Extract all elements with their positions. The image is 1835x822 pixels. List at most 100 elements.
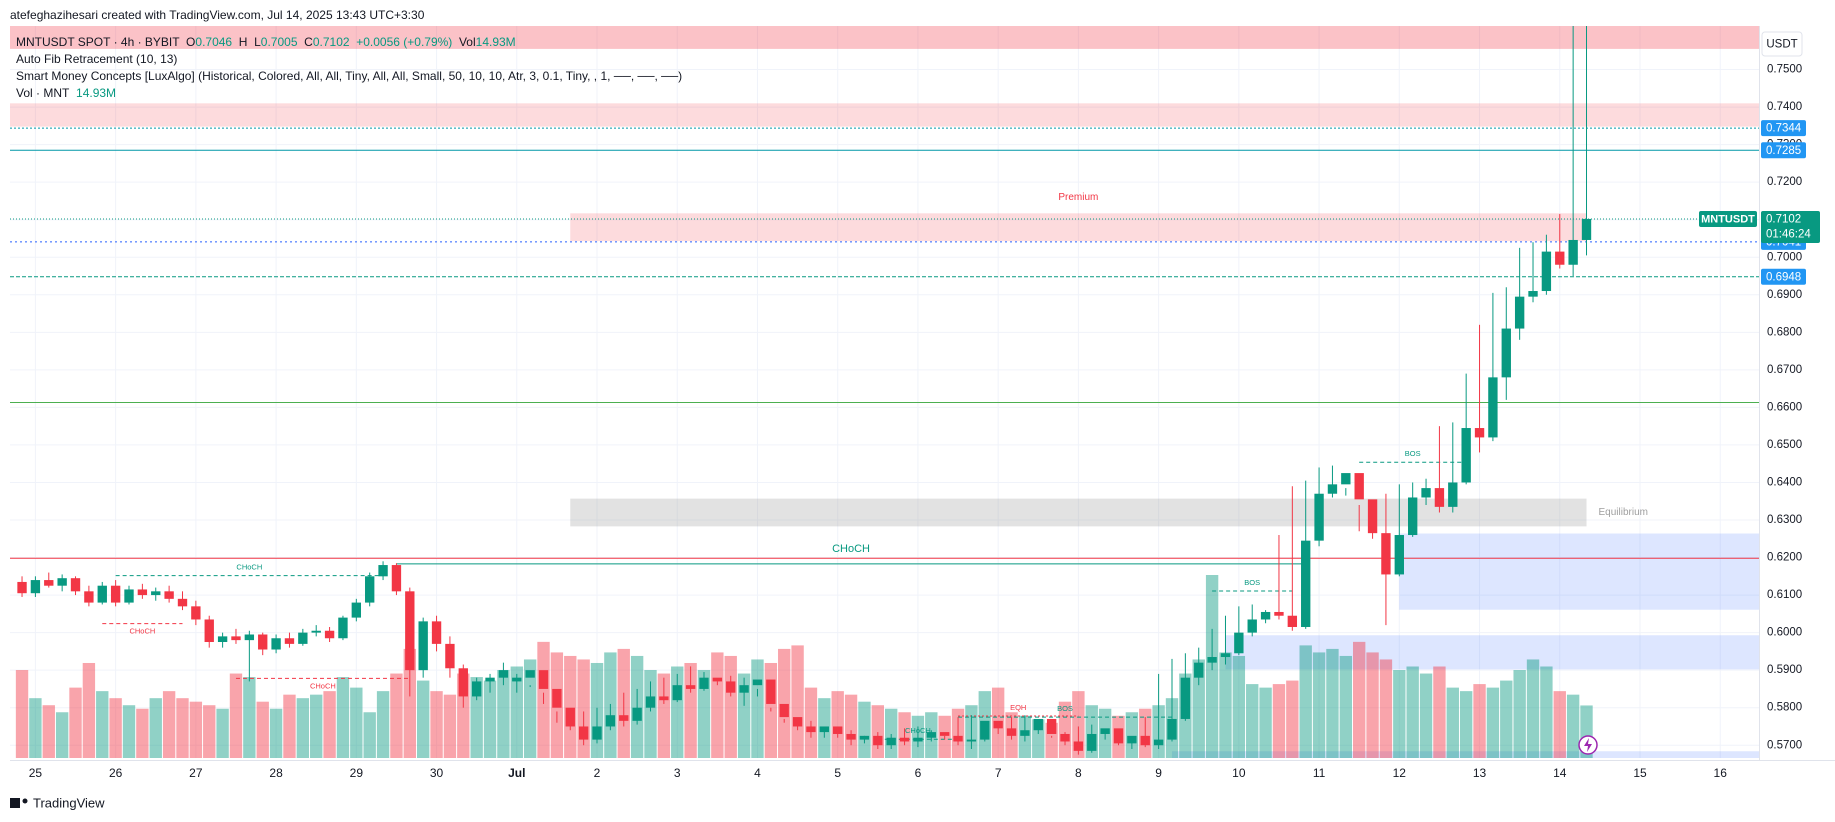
candle-body (1087, 733, 1097, 751)
currency-box[interactable] (1761, 31, 1803, 57)
symbol-tag: MNTUSDT (1701, 213, 1755, 225)
legend-key: H (238, 35, 248, 49)
volume-bar (711, 652, 724, 758)
logo-dot (22, 798, 28, 804)
volume-bar (296, 698, 310, 758)
zone (570, 213, 1587, 242)
volume-bar (724, 655, 737, 758)
candle-body (1381, 533, 1391, 575)
candle-body (177, 598, 188, 607)
candle-body (1220, 653, 1231, 658)
candle-body (271, 638, 281, 650)
candle-body (1046, 718, 1057, 734)
candle-body (1461, 428, 1471, 483)
candle-body (1541, 251, 1552, 292)
x-tick-label: 2 (594, 766, 601, 780)
zone-label: Premium (1058, 192, 1098, 203)
candle-body (1194, 662, 1204, 678)
indicator[interactable]: Smart Money Concepts [LuxAlgo] (Historic… (16, 69, 683, 83)
volume-legend: Vol · MNT 14.93M (16, 86, 116, 100)
zone (570, 498, 1587, 527)
volume-bar (1366, 652, 1379, 758)
volume-bar (15, 670, 29, 758)
candle-body (1167, 718, 1177, 740)
y-tick-label: 0.5800 (1767, 702, 1802, 714)
volume-bar (483, 680, 497, 758)
candle-body (739, 685, 749, 693)
candle-body (645, 696, 656, 708)
x-tick-label: 12 (1393, 766, 1407, 780)
y-tick-label: 0.7000 (1767, 251, 1802, 263)
volume-bar (1406, 666, 1419, 758)
logo-mark (10, 798, 20, 808)
candle-body (806, 726, 816, 733)
legend-value: 0.7046 (195, 35, 233, 49)
candle-body (164, 591, 174, 599)
y-tick-label: 0.6600 (1767, 401, 1802, 413)
x-tick-label: 27 (189, 766, 203, 780)
candle-body (405, 591, 415, 671)
candle-body (445, 643, 455, 669)
structure-label: EQH (1010, 703, 1026, 712)
candle-body (378, 565, 388, 577)
volume-bar (1500, 680, 1513, 758)
volume-bar (564, 655, 577, 758)
candle-body (1394, 535, 1404, 575)
volume-bar (55, 712, 69, 758)
volume-bar (416, 680, 430, 758)
candle-body (899, 737, 910, 742)
volume-bar (136, 708, 149, 758)
structure-label: BOS (1057, 704, 1073, 713)
candle-body (685, 685, 696, 689)
currency: USDT (1766, 39, 1797, 51)
legend-key: Vol (458, 35, 476, 49)
countdown: 01:46:24 (1766, 228, 1811, 240)
x-tick-label: 11 (1313, 766, 1326, 780)
candle-body (1180, 677, 1191, 719)
x-tick-label: 5 (834, 766, 841, 780)
volume-bar (350, 687, 363, 758)
candle-body (1020, 730, 1030, 736)
volume-bar (1526, 659, 1540, 758)
volume-bar (269, 708, 283, 758)
y-tick-label: 0.6300 (1767, 514, 1802, 526)
candle-body (1006, 728, 1017, 736)
volume-bar (336, 677, 350, 758)
candle-body (712, 677, 723, 682)
volume-bar (403, 648, 416, 758)
volume-bar (737, 673, 751, 758)
volume-bar (644, 670, 657, 758)
volume-bar (176, 698, 189, 758)
candle-body (110, 585, 121, 603)
volume-bar (443, 694, 457, 758)
x-tick-label: Jul (508, 766, 525, 780)
volume-bar (1058, 701, 1072, 758)
candle-body (418, 621, 428, 671)
candle-body (1033, 718, 1043, 731)
candle-body (97, 585, 107, 603)
indicator[interactable]: Vol · MNT (16, 86, 70, 100)
volume-bar (149, 698, 162, 758)
volume-bar (1566, 694, 1580, 758)
x-tick-label: 10 (1232, 766, 1246, 780)
candle-body (1367, 499, 1378, 534)
candle-body (1514, 296, 1525, 329)
structure-label: BOS (1405, 449, 1421, 458)
candle-body (1113, 728, 1124, 744)
candle-body (391, 565, 402, 592)
candle-body (659, 696, 669, 701)
volume-bar (323, 691, 336, 758)
price-label-box (1761, 142, 1806, 159)
volume-bar (1419, 673, 1433, 758)
volume-bar (1353, 641, 1366, 758)
zone (10, 103, 1759, 127)
indicator[interactable]: Auto Fib Retracement (10, 13) (16, 52, 178, 66)
y-tick-label: 0.6200 (1767, 552, 1802, 564)
volume-bar (430, 691, 443, 758)
candle-body (485, 677, 495, 682)
price-label: 0.6948 (1766, 271, 1801, 283)
volume-bar (1513, 670, 1526, 758)
volume-bar (1286, 680, 1299, 758)
x-tick-label: 16 (1714, 766, 1728, 780)
